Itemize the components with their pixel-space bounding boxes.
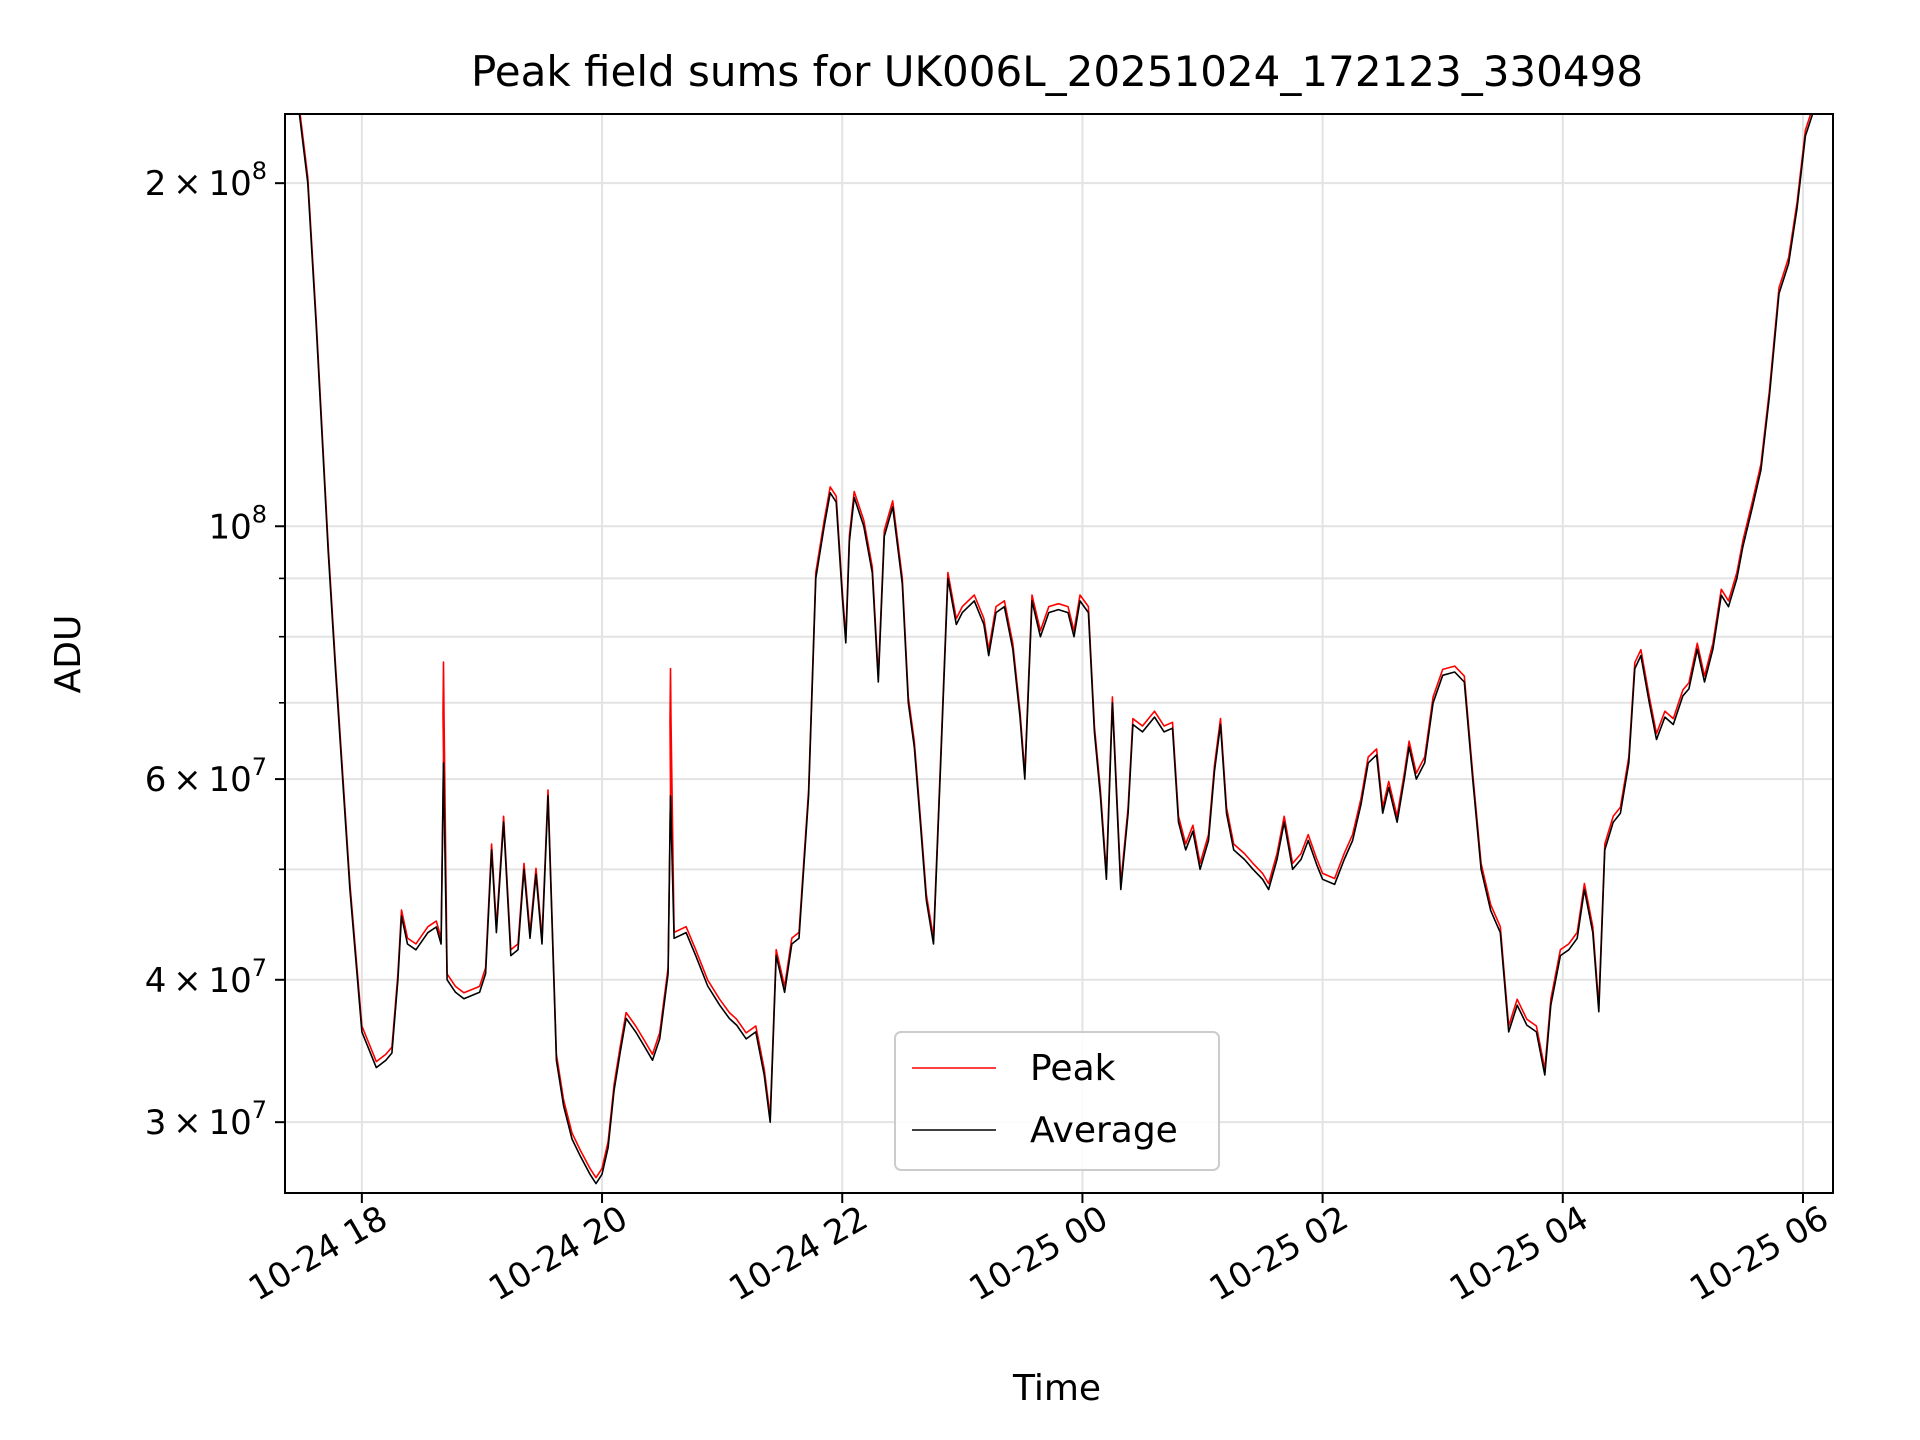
grid	[285, 114, 1833, 1193]
y-axis-label: ADU	[48, 615, 89, 694]
plot-frame	[284, 113, 1834, 1194]
y-tick-label: 6 × 107	[145, 753, 267, 800]
legend-peak-label: Peak	[1030, 1048, 1116, 1089]
legend-box	[894, 1031, 1220, 1171]
chart-title: Peak field sums for UK006L_20251024_1721…	[471, 47, 1643, 96]
legend: Peak Average	[894, 1031, 1220, 1171]
y-axis: 3 × 107 4 × 107 6 × 107 108 2 × 108	[145, 157, 285, 1143]
legend-average-label: Average	[1030, 1110, 1178, 1151]
average-line	[298, 114, 1814, 1185]
y-tick-label: 2 × 108	[145, 157, 267, 204]
y-tick-label: 4 × 107	[145, 954, 267, 1001]
x-axis-label: Time	[1012, 1368, 1101, 1409]
y-tick-label: 108	[208, 500, 267, 547]
y-tick-label: 3 × 107	[145, 1096, 267, 1143]
series-average	[298, 114, 1814, 1185]
